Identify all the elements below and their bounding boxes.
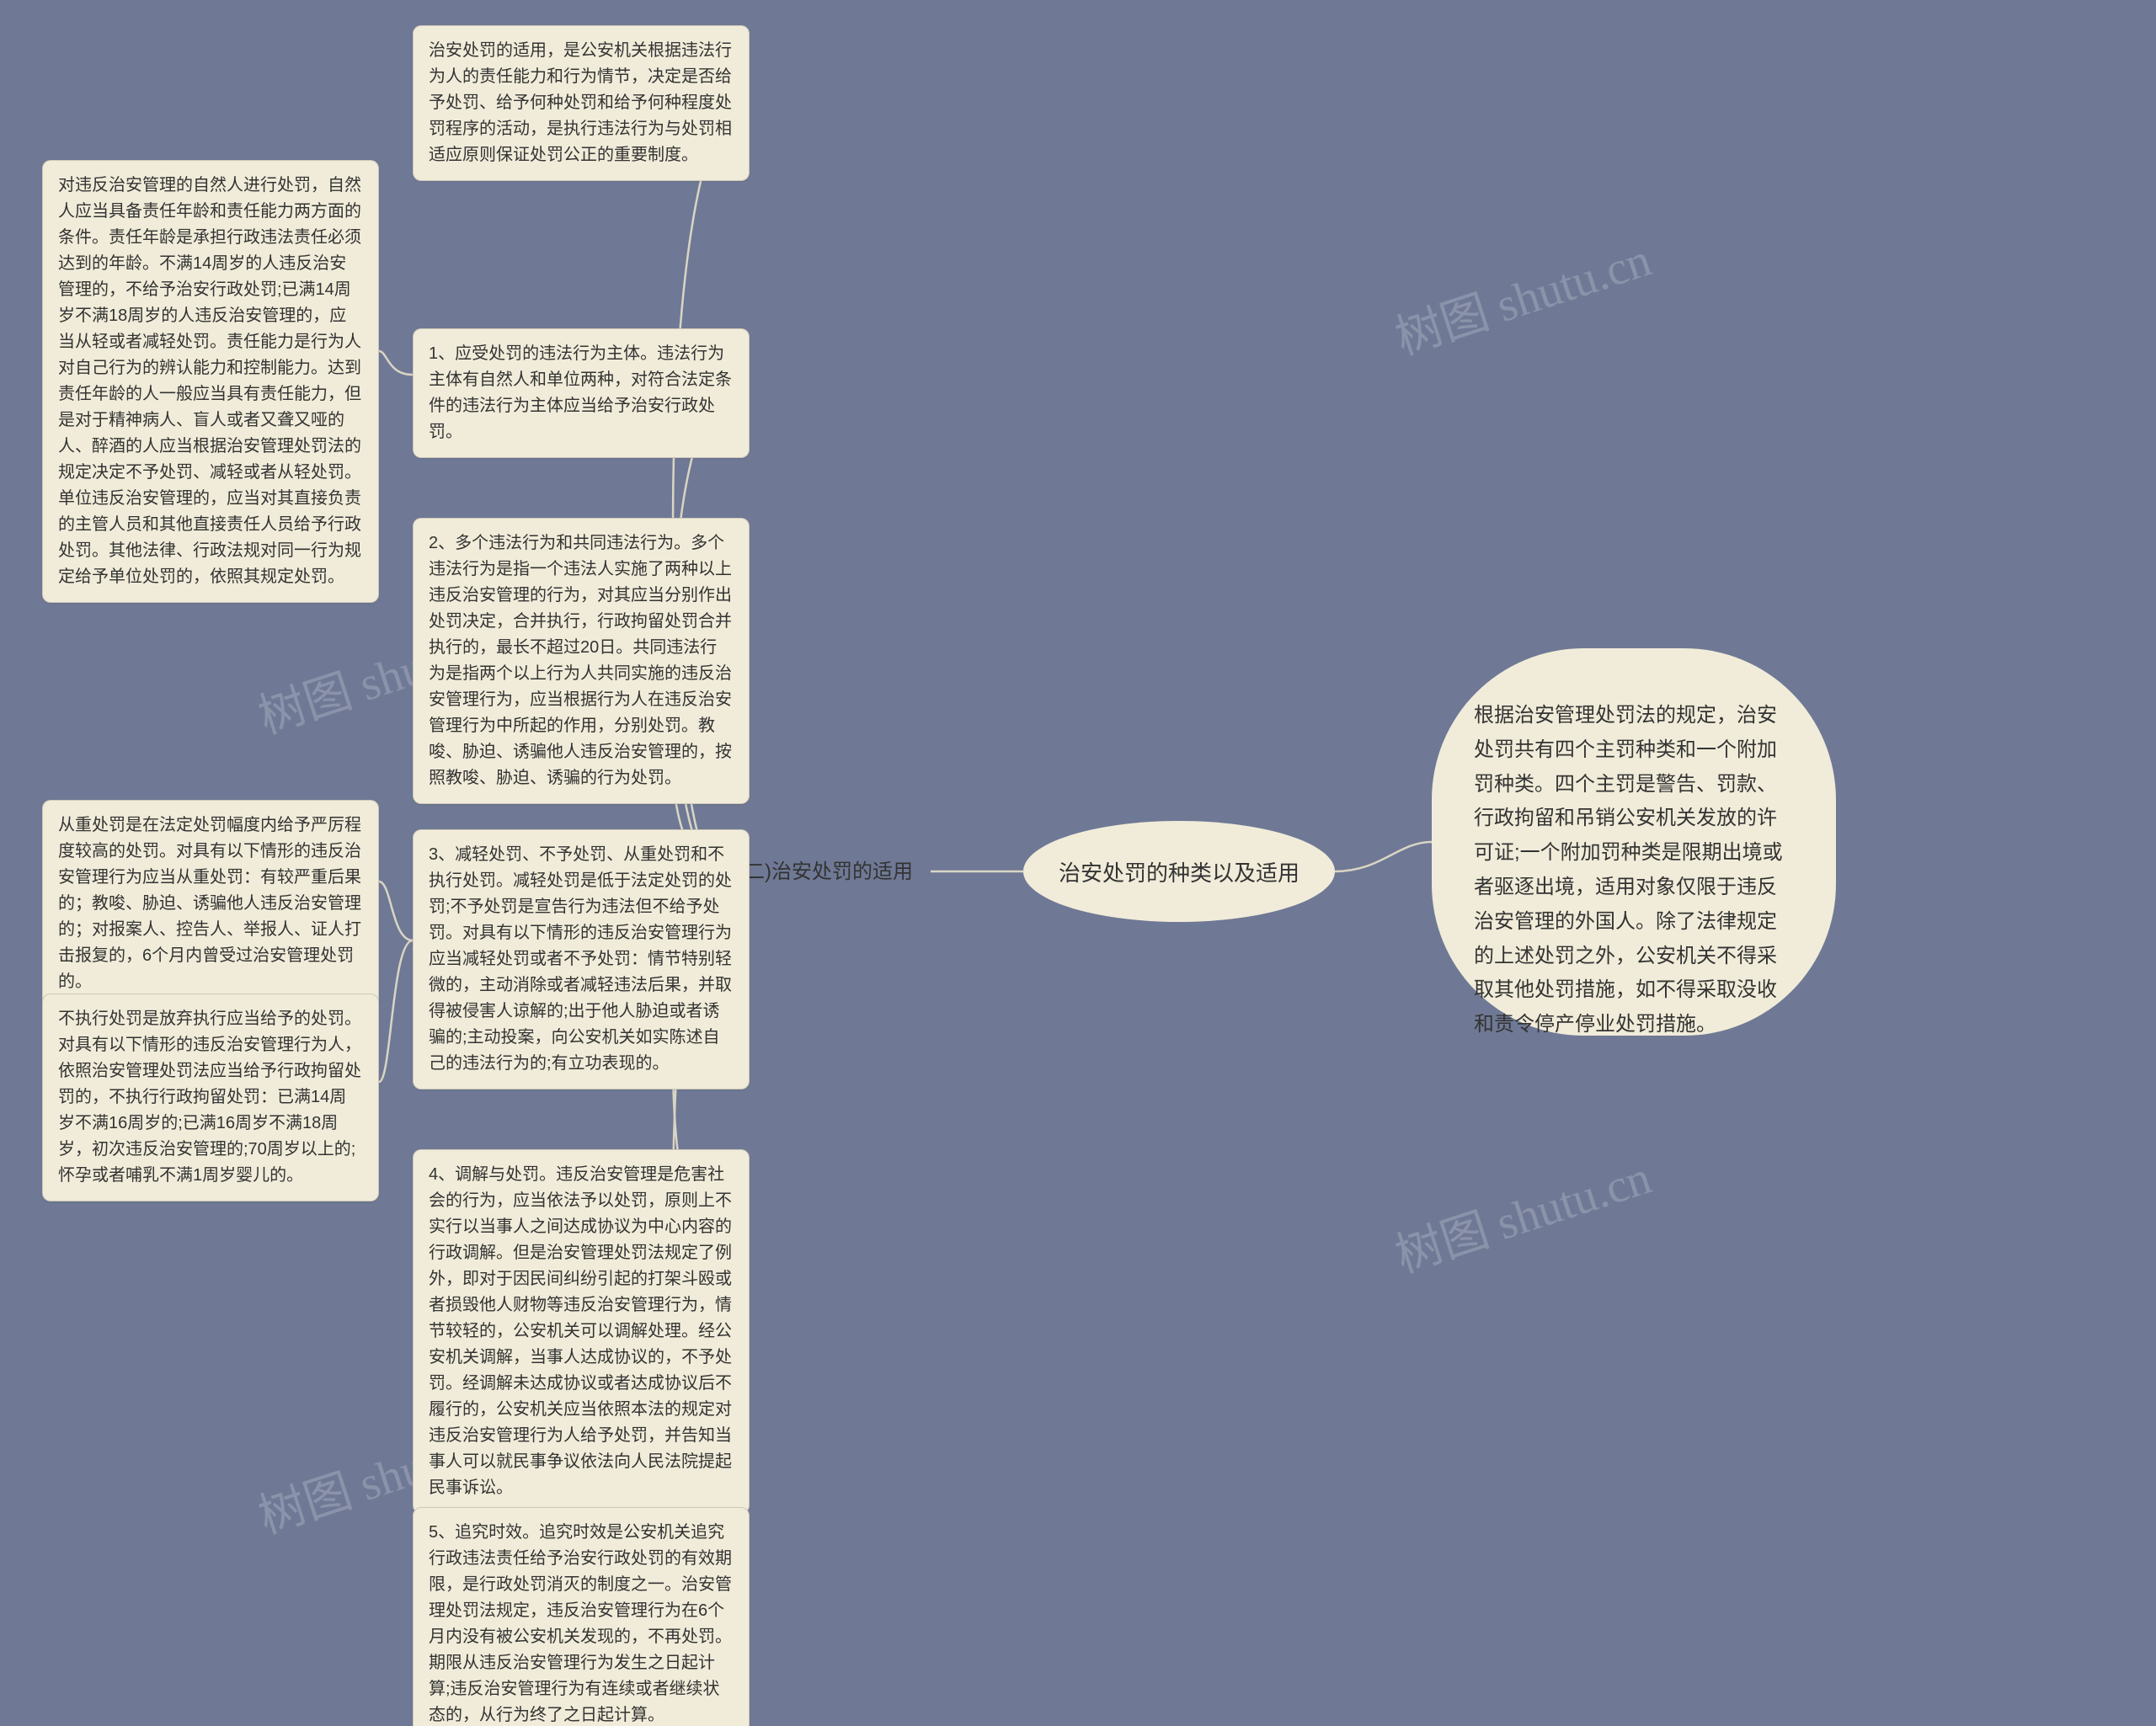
sub-node-text: 4、调解与处罚。违反治安管理是危害社会的行为，应当依法予以处罚，原则上不实行以当… bbox=[429, 1165, 732, 1497]
sub-node-text: 5、追究时效。追究时效是公安机关追究行政违法责任给予治安行政处罚的有效期限，是行… bbox=[429, 1523, 732, 1724]
sub-node-1: 治安处罚的适用，是公安机关根据违法行为人的责任能力和行为情节，决定是否给予处罚、… bbox=[413, 25, 750, 181]
sub-node-3: 2、多个违法行为和共同违法行为。多个违法行为是指一个违法人实施了两种以上违反治安… bbox=[413, 518, 750, 804]
root-label: 治安处罚的种类以及适用 bbox=[1059, 856, 1299, 887]
connector bbox=[379, 351, 413, 375]
sub-node-4b: 不执行处罚是放弃执行应当给予的处罚。对具有以下情形的违反治安管理行为人，依照治安… bbox=[42, 994, 379, 1201]
watermark: 树图 shutu.cn bbox=[1385, 221, 1658, 368]
sub-node-text: 治安处罚的适用，是公安机关根据违法行为人的责任能力和行为情节，决定是否给予处罚、… bbox=[429, 41, 732, 164]
sub-node-2a: 对违反治安管理的自然人进行处罚，自然人应当具备责任年龄和责任能力两方面的条件。责… bbox=[42, 160, 379, 603]
connector bbox=[379, 940, 413, 1082]
connector bbox=[1335, 842, 1432, 871]
right-block-text: 根据治安管理处罚法的规定，治安处罚共有四个主罚种类和一个附加罚种类。四个主罚是警… bbox=[1474, 704, 1783, 1036]
bridge-node: (二)治安处罚的适用 bbox=[720, 855, 931, 888]
sub-node-text: 不执行处罚是放弃执行应当给予的处罚。对具有以下情形的违反治安管理行为人，依照治安… bbox=[58, 1009, 361, 1185]
sub-node-text: 对违反治安管理的自然人进行处罚，自然人应当具备责任年龄和责任能力两方面的条件。责… bbox=[58, 176, 361, 586]
diagram-canvas: 树图 shutu.cn 树图 shutu.cn 树图 shutu.cn 树图 s… bbox=[0, 0, 2156, 1726]
sub-node-text: 3、减轻处罚、不予处罚、从重处罚和不执行处罚。减轻处罚是低于法定处罚的处罚;不予… bbox=[429, 845, 732, 1073]
connector bbox=[379, 882, 413, 940]
sub-node-4: 3、减轻处罚、不予处罚、从重处罚和不执行处罚。减轻处罚是低于法定处罚的处罚;不予… bbox=[413, 829, 750, 1089]
sub-node-6: 5、追究时效。追究时效是公安机关追究行政违法责任给予治安行政处罚的有效期限，是行… bbox=[413, 1507, 750, 1726]
watermark: 树图 shutu.cn bbox=[1385, 1139, 1658, 1286]
bridge-label: (二)治安处罚的适用 bbox=[738, 860, 913, 883]
sub-node-2: 1、应受处罚的违法行为主体。违法行为主体有自然人和单位两种，对符合法定条件的违法… bbox=[413, 328, 750, 458]
sub-node-text: 2、多个违法行为和共同违法行为。多个违法行为是指一个违法人实施了两种以上违反治安… bbox=[429, 534, 732, 787]
sub-node-4a: 从重处罚是在法定处罚幅度内给予严厉程度较高的处罚。对具有以下情形的违反治安管理行… bbox=[42, 800, 379, 1008]
sub-node-5: 4、调解与处罚。违反治安管理是危害社会的行为，应当依法予以处罚，原则上不实行以当… bbox=[413, 1149, 750, 1514]
root-node: 治安处罚的种类以及适用 bbox=[1023, 821, 1335, 922]
right-block: 根据治安管理处罚法的规定，治安处罚共有四个主罚种类和一个附加罚种类。四个主罚是警… bbox=[1432, 648, 1836, 1036]
sub-node-text: 1、应受处罚的违法行为主体。违法行为主体有自然人和单位两种，对符合法定条件的违法… bbox=[429, 344, 732, 441]
sub-node-text: 从重处罚是在法定处罚幅度内给予严厉程度较高的处罚。对具有以下情形的违反治安管理行… bbox=[58, 816, 361, 991]
